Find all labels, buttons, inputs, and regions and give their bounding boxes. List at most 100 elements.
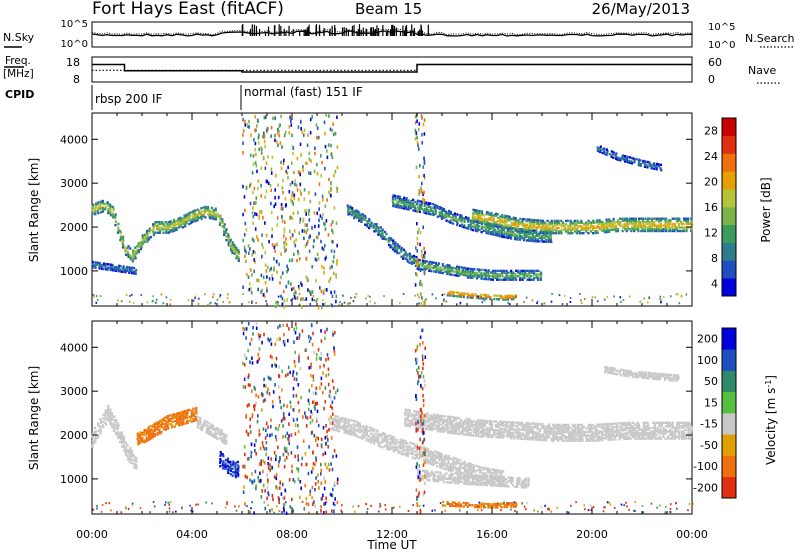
scatter-cell [561, 303, 564, 306]
echo-cell [551, 225, 554, 228]
echo-cell [406, 260, 409, 263]
echo-cell [479, 419, 482, 422]
echo-cell [559, 425, 562, 428]
scatter-cell [421, 141, 423, 145]
echo-cell [456, 223, 459, 227]
echo-cell [647, 435, 650, 438]
echo-cell [425, 454, 428, 457]
scatter-cell [269, 183, 272, 188]
echo-cell [634, 430, 637, 433]
echo-cell [447, 292, 450, 295]
echo-cell [521, 421, 524, 425]
echo-cell [474, 422, 477, 425]
scatter-cell [246, 124, 249, 129]
echo-cell [537, 269, 540, 273]
echo-cell [503, 271, 506, 274]
echo-cell [210, 432, 213, 435]
echo-cell [406, 424, 409, 427]
echo-cell [207, 429, 210, 432]
scatter-cell [342, 294, 344, 297]
echo-cell [478, 275, 481, 278]
echo-cell [490, 478, 493, 482]
scatter-cell [303, 133, 305, 137]
echo-cell [673, 426, 677, 430]
scatter-cell [258, 147, 260, 152]
echo-cell [497, 429, 500, 432]
echo-cell [114, 220, 117, 223]
echo-cell [643, 224, 646, 227]
echo-cell [382, 432, 385, 435]
echo-cell [448, 426, 451, 429]
scatter-cell [336, 186, 338, 190]
echo-cell [550, 228, 553, 231]
echo-cell [476, 224, 479, 227]
echo-cell [364, 223, 367, 226]
echo-cell [606, 150, 609, 153]
echo-cell [121, 246, 124, 249]
echo-cell [574, 436, 577, 439]
echo-cell [400, 452, 403, 455]
echo-cell [455, 423, 458, 426]
echo-cell [496, 436, 500, 439]
echo-cell [639, 222, 642, 226]
echo-cell [455, 427, 458, 430]
echo-cell [634, 217, 637, 220]
echo-cell [134, 270, 137, 274]
echo-cell [621, 229, 624, 233]
echo-cell [454, 216, 457, 219]
echo-cell [533, 229, 537, 232]
nsky-label: N.Sky [3, 31, 35, 44]
freq-nave-panel: 18 8 60 0 [66, 56, 722, 86]
echo-cell [569, 226, 572, 230]
echo-cell [667, 423, 670, 426]
echo-cell [484, 474, 487, 477]
echo-cell [664, 432, 667, 435]
echo-cell [219, 461, 222, 464]
echo-cell [454, 462, 458, 466]
echo-cell [492, 233, 495, 236]
scatter-cell [294, 179, 297, 183]
scatter-cell [423, 118, 426, 122]
scatter-cell [291, 193, 293, 198]
echo-cell [466, 272, 469, 276]
echo-cell [628, 228, 631, 231]
scatter-cell [282, 190, 284, 195]
echo-cell [94, 209, 97, 212]
power-colorbar-swatch [722, 278, 736, 297]
echo-cell [402, 442, 405, 446]
echo-cell [331, 428, 334, 431]
echo-cell [169, 229, 172, 232]
echo-cell [461, 225, 464, 228]
echo-cell [127, 456, 130, 460]
echo-cell [442, 209, 446, 213]
echo-cell [102, 264, 105, 267]
echo-cell [523, 423, 526, 427]
echo-cell [573, 226, 576, 230]
echo-cell [629, 421, 632, 424]
echo-cell [231, 250, 234, 253]
echo-cell [483, 430, 486, 433]
echo-cell [458, 293, 461, 296]
echo-cell [640, 437, 643, 440]
echo-cell [468, 467, 471, 470]
echo-cell [167, 418, 170, 421]
echo-cell [368, 226, 371, 230]
echo-cell [334, 423, 337, 426]
scatter-cell [277, 303, 279, 307]
echo-cell [569, 228, 572, 231]
echo-cell [199, 420, 202, 423]
echo-cell [425, 203, 428, 206]
echo-cell [676, 229, 679, 233]
echo-cell [144, 237, 147, 240]
echo-cell [471, 228, 474, 232]
scatter-cell [324, 131, 326, 136]
echo-cell [603, 227, 606, 230]
echo-cell [492, 229, 495, 233]
echo-cell [666, 435, 670, 438]
echo-cell [532, 236, 535, 239]
echo-cell [535, 269, 538, 273]
scatter-cell [558, 294, 561, 297]
echo-cell [158, 420, 162, 423]
scatter-cell [551, 293, 553, 295]
echo-cell [470, 470, 473, 473]
